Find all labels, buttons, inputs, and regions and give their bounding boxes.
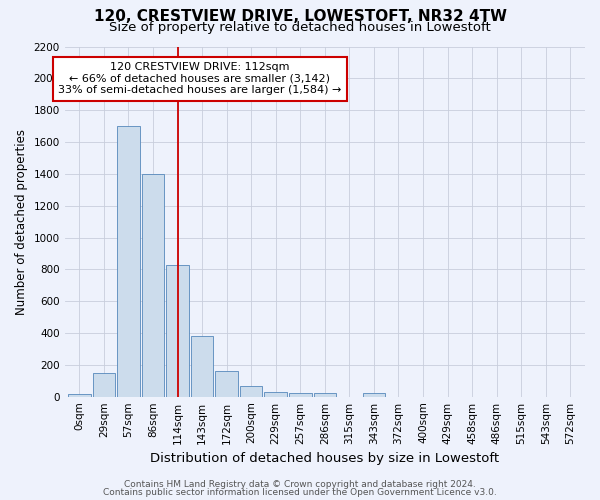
Bar (240, 386, 262, 396)
Text: 120 CRESTVIEW DRIVE: 112sqm
← 66% of detached houses are smaller (3,142)
33% of : 120 CRESTVIEW DRIVE: 112sqm ← 66% of det… (58, 62, 341, 96)
Text: 120, CRESTVIEW DRIVE, LOWESTOFT, NR32 4TW: 120, CRESTVIEW DRIVE, LOWESTOFT, NR32 4T… (94, 9, 506, 24)
Y-axis label: Number of detached properties: Number of detached properties (15, 128, 28, 314)
Bar (314, 394, 336, 396)
Bar (191, 336, 214, 396)
Bar (215, 371, 238, 396)
Bar (142, 174, 164, 396)
Text: Contains HM Land Registry data © Crown copyright and database right 2024.: Contains HM Land Registry data © Crown c… (124, 480, 476, 489)
X-axis label: Distribution of detached houses by size in Lowestoft: Distribution of detached houses by size … (150, 452, 499, 465)
Bar (92, 373, 115, 396)
Text: Size of property relative to detached houses in Lowestoft: Size of property relative to detached ho… (109, 22, 491, 35)
Text: Contains public sector information licensed under the Open Government Licence v3: Contains public sector information licen… (103, 488, 497, 497)
Bar (362, 394, 385, 396)
Bar (265, 392, 287, 396)
Bar (68, 394, 91, 396)
Bar (289, 392, 311, 396)
Bar (166, 264, 189, 396)
Bar (117, 126, 140, 396)
